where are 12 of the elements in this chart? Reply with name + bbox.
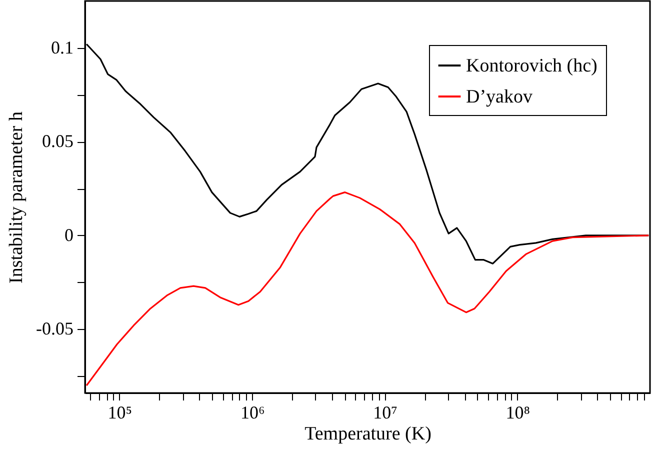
x-tick-label: 10⁵	[108, 402, 132, 422]
legend-label: D’yakov	[466, 86, 533, 108]
x-tick-label: 10⁷	[373, 402, 398, 422]
x-axis-title: Temperature (K)	[304, 424, 432, 444]
y-axis-title: Instability parameter h	[6, 111, 28, 284]
y-tick-label: 0.05	[42, 131, 74, 152]
y-tick-label: -0.05	[36, 318, 74, 339]
y-tick-label: 0.1	[51, 37, 74, 58]
legend-label: Kontorovich (hc)	[466, 56, 598, 76]
x-tick-label: 10⁶	[240, 402, 265, 422]
x-tick-label: 10⁸	[506, 402, 530, 422]
y-tick-label: 0	[64, 224, 74, 245]
